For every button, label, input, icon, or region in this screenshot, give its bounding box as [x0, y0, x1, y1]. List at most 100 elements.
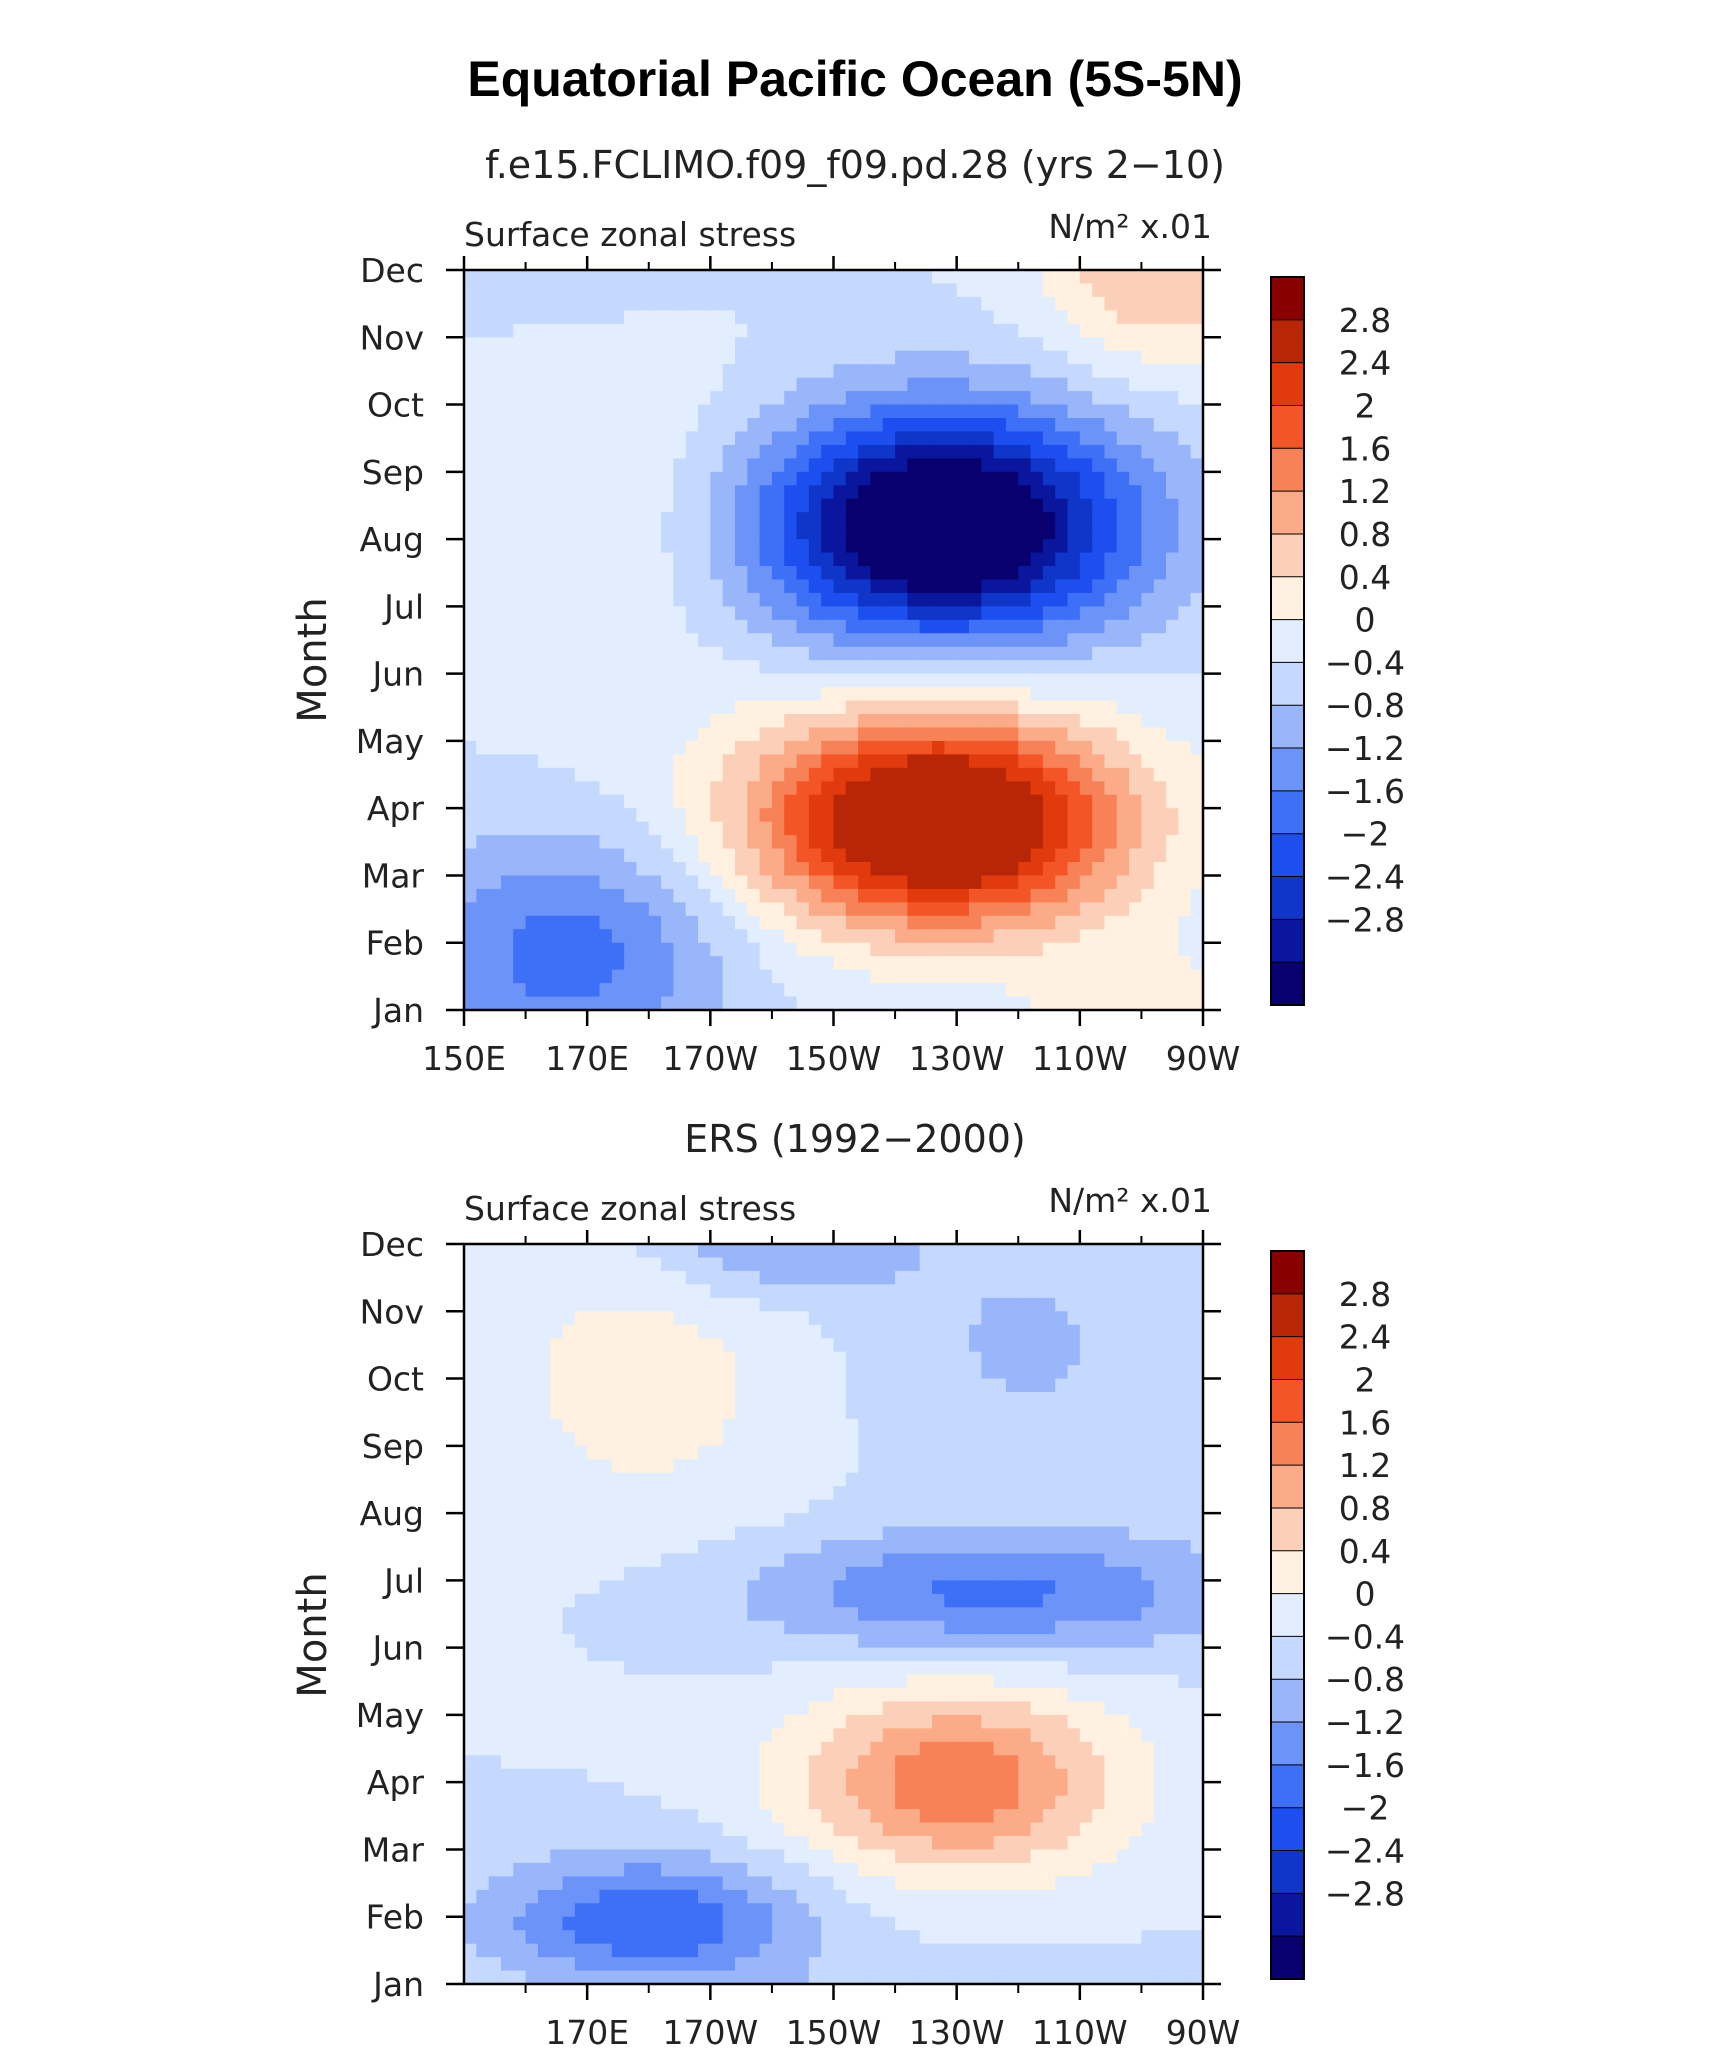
field-cell	[488, 754, 502, 769]
field-cell	[784, 969, 798, 984]
field-cell	[562, 808, 576, 823]
field-cell	[673, 1889, 687, 1904]
field-cell	[673, 781, 687, 796]
field-cell	[710, 458, 724, 473]
field-cell	[636, 835, 650, 850]
field-cell	[648, 592, 662, 607]
field-cell	[919, 458, 933, 473]
field-cell	[673, 566, 687, 581]
field-cell	[796, 1553, 810, 1568]
field-cell	[574, 942, 588, 957]
field-cell	[636, 781, 650, 796]
field-cell	[513, 1459, 527, 1474]
field-cell	[759, 1580, 773, 1595]
field-cell	[968, 848, 982, 863]
field-cell	[759, 1284, 773, 1299]
field-cell	[759, 1889, 773, 1904]
field-cell	[1116, 902, 1130, 917]
field-cell	[710, 875, 724, 890]
field-cell	[895, 942, 908, 957]
field-cell	[710, 1782, 724, 1797]
field-cell	[796, 1714, 810, 1729]
field-cell	[858, 983, 872, 998]
field-cell	[1055, 996, 1069, 1011]
field-cell	[698, 1741, 711, 1756]
field-cell	[981, 660, 995, 675]
field-cell	[759, 740, 773, 755]
field-cell	[1190, 875, 1204, 890]
field-cell	[722, 471, 736, 486]
field-cell	[1042, 404, 1056, 419]
field-cell	[882, 808, 896, 823]
field-cell	[808, 781, 822, 796]
field-cell	[1153, 633, 1167, 648]
field-cell	[771, 1970, 785, 1985]
field-cell	[562, 1324, 576, 1339]
field-cell	[1104, 458, 1118, 473]
field-cell	[488, 1526, 502, 1541]
field-cell	[537, 498, 551, 513]
field-cell	[1030, 391, 1044, 406]
field-cell	[525, 1580, 539, 1595]
field-cell	[476, 983, 490, 998]
field-cell	[636, 431, 650, 446]
field-cell	[661, 1593, 674, 1608]
field-cell	[1178, 337, 1192, 352]
field-cell	[550, 283, 564, 298]
field-cell	[587, 1513, 601, 1528]
field-cell	[513, 1809, 527, 1824]
field-cell	[1042, 794, 1056, 809]
field-cell	[1079, 552, 1093, 567]
field-cell	[587, 377, 601, 392]
field-cell	[624, 767, 638, 782]
field-cell	[574, 1297, 588, 1312]
field-cell	[587, 471, 601, 486]
field-cell	[661, 1809, 674, 1824]
field-cell	[796, 1889, 810, 1904]
field-cell	[784, 781, 798, 796]
field-cell	[525, 1714, 539, 1729]
field-cell	[907, 592, 921, 607]
field-cell	[932, 687, 945, 702]
field-cell	[722, 1580, 736, 1595]
field-cell	[993, 727, 1007, 742]
field-cell	[882, 283, 896, 298]
field-cell	[1018, 754, 1032, 769]
field-cell	[464, 458, 477, 473]
field-cell	[1005, 364, 1019, 379]
field-cell	[1018, 296, 1032, 311]
field-cell	[685, 1284, 699, 1299]
field-cell	[464, 1593, 477, 1608]
field-cell	[734, 498, 748, 513]
field-cell	[661, 1392, 674, 1407]
field-cell	[525, 687, 539, 702]
field-cell	[476, 1244, 490, 1259]
field-cell	[537, 1284, 551, 1299]
field-cell	[673, 270, 687, 285]
field-cell	[574, 929, 588, 944]
field-cell	[1005, 566, 1019, 581]
field-cell	[895, 364, 908, 379]
field-cell	[550, 1741, 564, 1756]
field-cell	[513, 1392, 527, 1407]
field-cell	[464, 1714, 477, 1729]
field-cell	[907, 552, 921, 567]
field-cell	[562, 525, 576, 540]
field-cell	[710, 1876, 724, 1891]
field-cell	[833, 888, 847, 903]
field-cell	[710, 915, 724, 930]
field-cell	[1030, 444, 1044, 459]
field-cell	[611, 1257, 625, 1272]
field-cell	[808, 646, 822, 661]
field-cell	[685, 1903, 699, 1918]
field-cell	[734, 1392, 748, 1407]
field-cell	[1153, 862, 1167, 877]
field-cell	[500, 1365, 514, 1380]
field-cell	[1116, 888, 1130, 903]
field-cell	[587, 1270, 601, 1285]
field-cell	[944, 956, 958, 971]
field-cell	[968, 862, 982, 877]
field-cell	[944, 418, 958, 433]
field-cell	[624, 983, 638, 998]
field-cell	[685, 646, 699, 661]
